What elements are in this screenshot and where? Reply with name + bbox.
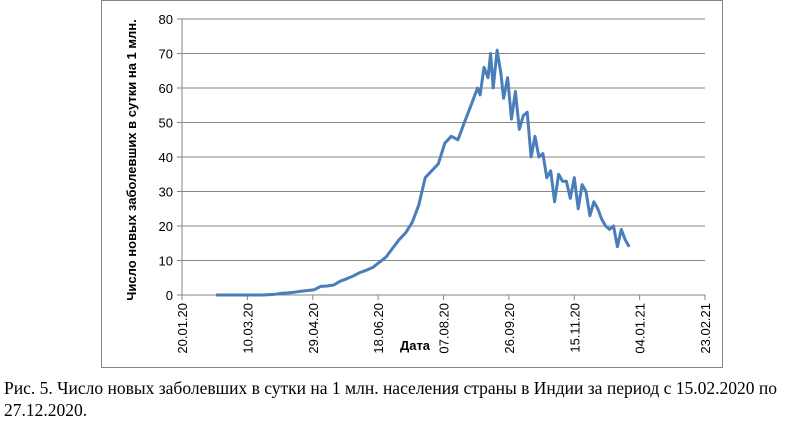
x-tick-label: 29.04.20 (306, 303, 321, 354)
y-tick-label: 40 (159, 150, 173, 165)
chart: Дата Число новых заболевших в сутки на 1… (101, 0, 723, 368)
y-tick-label: 20 (159, 219, 173, 234)
x-tick-label: 23.02.21 (698, 303, 713, 354)
x-tick-label: 18.06.20 (371, 303, 386, 354)
y-axis-label: Число новых заболевших в сутки на 1 млн. (124, 19, 139, 300)
x-tick-label: 15.11.20 (567, 303, 582, 353)
chart-frame (101, 0, 723, 368)
x-tick-label: 26.09.20 (502, 303, 517, 354)
y-tick-label: 60 (159, 81, 173, 96)
x-tick-label: 10.03.20 (240, 303, 255, 354)
x-tick-label: 07.08.20 (437, 303, 452, 354)
x-axis-label: Дата (400, 338, 431, 353)
x-tick-label: 04.01.21 (633, 303, 648, 354)
y-tick-label: 30 (159, 185, 173, 200)
data-line (216, 48, 631, 297)
x-tick-label: 20.01.20 (175, 303, 190, 354)
y-tick-label: 10 (159, 254, 173, 269)
y-tick-label: 80 (159, 12, 173, 27)
y-tick-label: 70 (159, 47, 173, 62)
y-tick-label: 0 (166, 288, 173, 303)
caption: Рис. 5. Число новых заболевших в сутки н… (4, 378, 777, 420)
y-tick-label: 50 (159, 116, 173, 131)
